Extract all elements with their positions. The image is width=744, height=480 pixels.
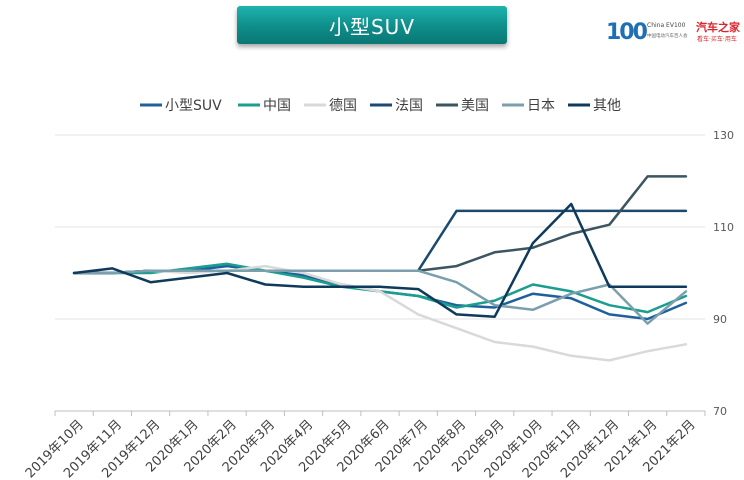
y-tick-label: 70: [713, 405, 727, 418]
autohome-slogan: 看车·买车·用车: [697, 36, 737, 43]
y-tick-label: 90: [713, 313, 727, 326]
gridlines: [54, 134, 706, 416]
legend-label-4: 美国: [461, 98, 489, 114]
title-banner: 小型SUV: [237, 6, 507, 44]
legend-label-3: 法国: [395, 98, 423, 114]
legend: 小型SUV 中国 德国 法国 美国 日本 其他: [140, 98, 621, 114]
brand-logo: 100 China EV100 中国电动汽车百人会 汽车之家 看车·买车·用车: [606, 18, 742, 48]
series-lines: [72, 175, 688, 362]
ev100-logo-mark: 100: [606, 20, 648, 45]
x-axis-ticks: 2019年10月2019年11月2019年12月2020年1月2020年2月20…: [23, 417, 699, 480]
legend-label-2: 德国: [329, 98, 357, 114]
series-line-6: [72, 202, 688, 318]
series-line-3: [72, 209, 688, 275]
series-line-5: [72, 269, 688, 325]
chart-title: 小型SUV: [328, 14, 415, 39]
autohome-logo: 汽车之家: [696, 21, 740, 34]
legend-label-6: 其他: [593, 98, 621, 114]
legend-label-0: 小型SUV: [165, 98, 222, 114]
y-tick-label: 130: [713, 129, 734, 142]
ev100-logo-text: China EV100: [647, 22, 686, 29]
legend-label-5: 日本: [527, 98, 555, 114]
ev100-logo-cn: 中国电动汽车百人会: [647, 34, 688, 39]
legend-label-1: 中国: [263, 98, 291, 114]
y-axis-ticks: 70 90 110 130: [713, 129, 734, 418]
series-line-2: [72, 264, 688, 362]
y-tick-label: 110: [713, 221, 734, 234]
series-line-4: [72, 175, 688, 275]
